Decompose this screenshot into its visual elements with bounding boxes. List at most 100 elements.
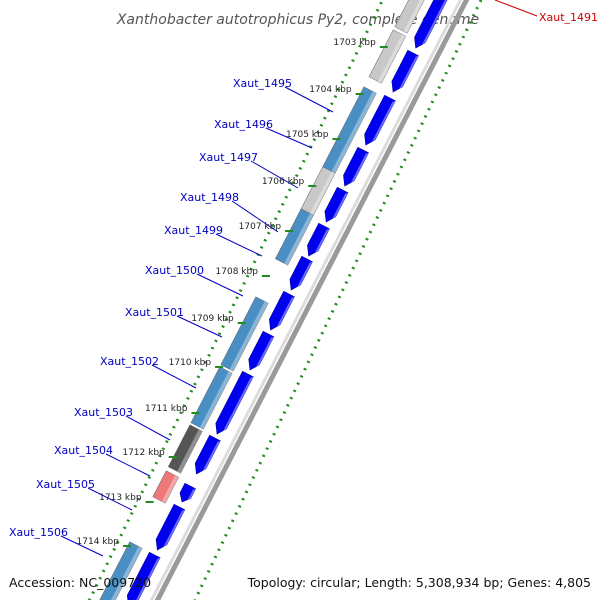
gene-highlight-shape	[332, 192, 348, 219]
gene-label-leader	[105, 453, 151, 477]
gene-label-leader	[125, 415, 171, 441]
forward-gene-arrow	[289, 255, 313, 291]
forward-gene-arrow	[343, 146, 369, 187]
forward-gene-arrow	[248, 330, 275, 371]
gene-highlight-shape	[372, 100, 396, 142]
gene-highlight-shape	[399, 55, 419, 89]
gene-highlight-shape	[199, 371, 233, 430]
reverse-gene-shape	[220, 296, 269, 372]
tick-label: 1714 kbp	[77, 537, 120, 547]
kbp-ticks: 1703 kbp 1704 kbp 1705 kbp 1706 kbp 1707 kbp…	[77, 38, 388, 547]
forward-strand-genes	[126, 0, 449, 600]
forward-gene-arrow	[155, 503, 186, 551]
tick-label: 1712 kbp	[122, 448, 165, 458]
gene-label[interactable]: Xaut_1497	[199, 151, 258, 164]
gene-highlight-shape	[229, 301, 269, 372]
gene-highlight-shape	[314, 228, 330, 253]
gene-label-leader	[231, 200, 279, 233]
gene-highlight-shape	[161, 475, 179, 504]
gene-label[interactable]: Xaut_1502	[100, 355, 159, 368]
gene-label[interactable]: Xaut_1491	[539, 11, 598, 24]
gc-skew-inner-line	[87, 0, 385, 600]
tick-label: 1711 kbp	[145, 404, 188, 414]
forward-gene-shape	[307, 222, 330, 257]
gene-highlight-shape	[107, 546, 143, 600]
forward-gene-arrow	[194, 434, 221, 475]
gene-label-leader	[250, 160, 299, 189]
gene-label[interactable]: Xaut_1504	[54, 444, 113, 457]
reverse-gene-shape	[152, 470, 179, 504]
gc-skew-outer-line	[193, 0, 483, 600]
tick-label: 1709 kbp	[191, 314, 234, 324]
forward-gene-shape	[324, 186, 349, 223]
gene-label[interactable]: Xaut_1505	[36, 478, 95, 491]
tick-label: 1713 kbp	[99, 493, 142, 503]
gene-highlight-shape	[276, 296, 295, 327]
tick-label: 1705 kbp	[286, 130, 329, 140]
reverse-gene-block	[220, 296, 269, 372]
reverse-gene-shape	[190, 366, 233, 430]
gene-label[interactable]: Xaut_1498	[180, 191, 239, 204]
gene-label[interactable]: Xaut_1506	[9, 526, 68, 539]
gene-label-leader	[284, 86, 334, 113]
gene-highlight-shape	[297, 261, 313, 287]
gene-highlight-shape	[134, 557, 161, 600]
forward-gene-arrow	[215, 370, 254, 435]
backbone-shadow	[154, 0, 470, 600]
forward-gene-arrow	[269, 290, 295, 331]
gene-highlight-shape	[331, 91, 377, 174]
map-title: Xanthobacter autotrophicus Py2, complete…	[116, 12, 479, 28]
forward-gene-arrow	[391, 49, 419, 93]
gene-label-leader	[265, 127, 313, 149]
reverse-gene-shape	[167, 424, 203, 474]
forward-gene-arrow	[307, 222, 330, 257]
gene-label[interactable]: Xaut_1501	[125, 306, 184, 319]
accession-text: Accession: NC_009720	[9, 575, 152, 590]
forward-gene-arrow	[414, 0, 449, 49]
gene-label[interactable]: Xaut_1495	[233, 77, 292, 90]
reverse-gene-block	[394, 0, 426, 34]
gene-label-leader	[196, 273, 244, 297]
tick-label: 1704 kbp	[309, 85, 352, 95]
tick-label: 1707 kbp	[239, 222, 282, 232]
gene-label[interactable]: Xaut_1496	[214, 118, 273, 131]
gene-highlight-shape	[284, 213, 314, 266]
gene-highlight-shape	[202, 440, 221, 471]
gene-label[interactable]: Xaut_1503	[74, 406, 133, 419]
gene-highlight-shape	[223, 376, 254, 431]
tick-label: 1703 kbp	[333, 38, 376, 48]
tick-label: 1708 kbp	[216, 267, 259, 277]
gene-label-leader	[87, 487, 133, 511]
reverse-gene-block	[167, 424, 203, 474]
forward-gene-shape	[248, 330, 275, 371]
reverse-gene-shape	[97, 541, 143, 600]
gene-highlight-shape	[177, 429, 203, 474]
reverse-strand-genes	[97, 0, 426, 600]
gene-label-leader	[60, 535, 104, 557]
reverse-gene-block	[190, 366, 233, 430]
gene-label-leader	[176, 315, 223, 338]
forward-gene-shape	[343, 146, 369, 187]
gene-label-leader	[151, 364, 197, 389]
gene-label-leader	[215, 233, 263, 257]
forward-gene-arrow	[126, 551, 161, 600]
forward-gene-shape	[269, 290, 295, 331]
reverse-gene-block	[152, 470, 179, 504]
gene-highlight-shape	[350, 152, 369, 183]
gene-highlight-shape	[309, 171, 336, 216]
gene-label[interactable]: Xaut_1500	[145, 264, 204, 277]
gene-highlight-shape	[422, 0, 449, 45]
forward-gene-shape	[126, 551, 161, 600]
reverse-gene-shape	[368, 29, 406, 84]
reverse-gene-block	[368, 29, 406, 84]
reverse-gene-block	[97, 541, 143, 600]
tick-label: 1706 kbp	[262, 177, 305, 187]
forward-gene-shape	[289, 255, 313, 291]
forward-gene-arrow	[179, 482, 196, 503]
gene-label[interactable]: Xaut_1499	[164, 224, 223, 237]
reverse-gene-shape	[394, 0, 426, 34]
reverse-gene-block	[275, 208, 314, 266]
topology-text: Topology: circular; Length: 5,308,934 bp…	[247, 575, 591, 590]
gene-highlight-shape	[163, 509, 185, 547]
